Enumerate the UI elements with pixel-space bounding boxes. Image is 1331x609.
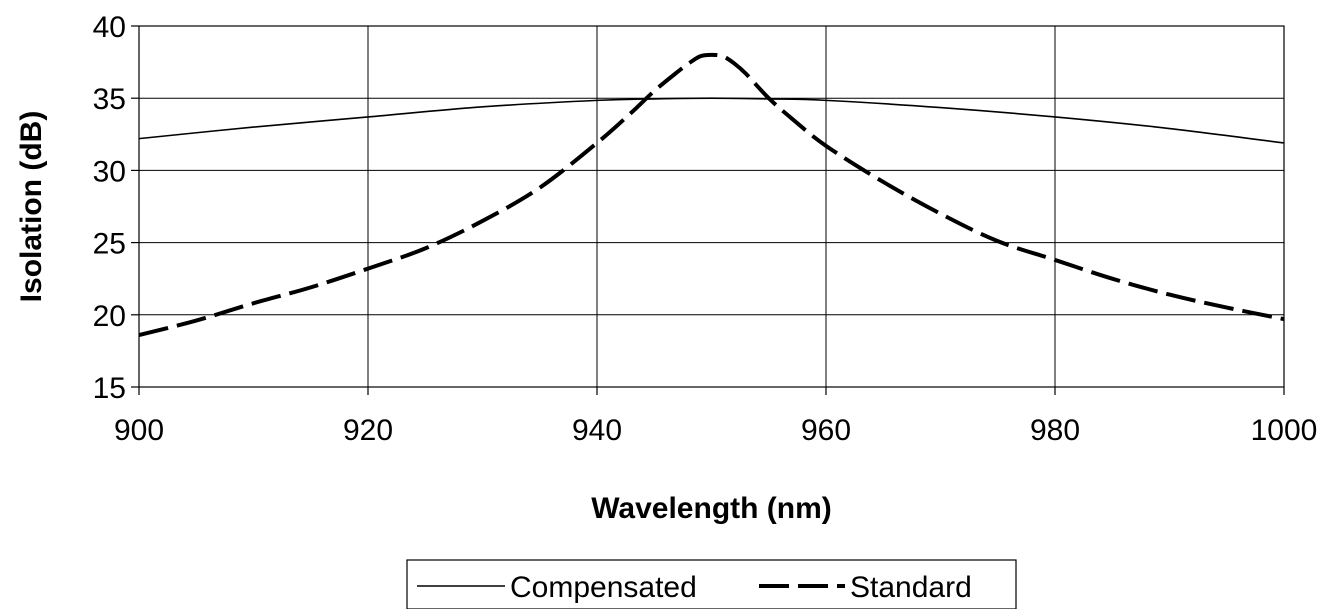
grid-lines [138, 25, 1285, 388]
y-axis-title: Isolation (dB) [15, 111, 48, 303]
y-tick-label-15: 15 [93, 372, 126, 405]
x-tick-label-1000: 1000 [1251, 414, 1318, 447]
x-tick-label-980: 980 [1030, 414, 1080, 447]
x-tick-label-900: 900 [114, 414, 164, 447]
legend-box [406, 559, 1017, 609]
plot-area-frame [138, 25, 1285, 388]
x-axis-ticks: 900 920 940 960 980 1000 [114, 387, 1317, 447]
y-tick-label-30: 30 [93, 155, 126, 188]
y-tick-label-35: 35 [93, 83, 126, 116]
legend: Compensated Standard [406, 559, 1017, 609]
series-layer [138, 52, 1285, 337]
y-tick-label-20: 20 [93, 300, 126, 333]
series-line-compensated [138, 97, 1285, 144]
y-tick-label-25: 25 [93, 228, 126, 261]
x-axis-title: Wavelength (nm) [591, 492, 832, 525]
legend-label-standard: Standard [850, 571, 972, 604]
x-tick-label-960: 960 [801, 414, 851, 447]
series-line-standard [138, 52, 1285, 337]
y-tick-label-40: 40 [93, 11, 126, 44]
y-axis-ticks: 15 20 25 30 35 40 [93, 11, 139, 405]
legend-label-compensated: Compensated [510, 571, 697, 604]
x-tick-label-940: 940 [572, 414, 622, 447]
x-tick-label-920: 920 [343, 414, 393, 447]
